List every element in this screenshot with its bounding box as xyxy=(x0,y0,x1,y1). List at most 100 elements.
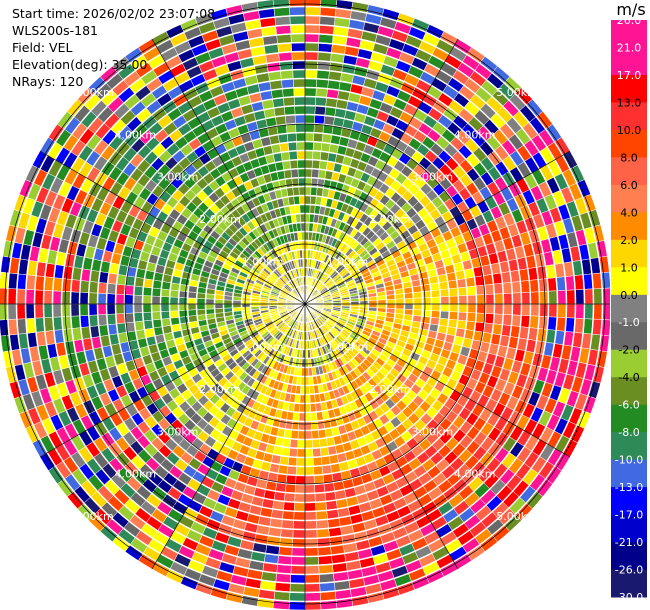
velocity-bin xyxy=(62,316,72,330)
colorbar: 26.0 21.0 17.0 13.0 10.0 8.0 6.0 4.0 2.0 1.0 0.0 -1… xyxy=(611,18,647,604)
velocity-bin xyxy=(27,332,38,348)
velocity-bin xyxy=(490,262,501,275)
velocity-bin xyxy=(178,297,188,305)
velocity-bin xyxy=(304,204,311,214)
velocity-bin xyxy=(246,83,261,95)
velocity-bin xyxy=(244,521,259,534)
velocity-bin xyxy=(250,551,266,563)
velocity-bin xyxy=(326,88,340,99)
velocity-bin xyxy=(334,589,352,600)
velocity-bin xyxy=(115,293,125,305)
velocity-bin xyxy=(334,17,351,28)
velocity-bin xyxy=(312,141,323,152)
colorbar-tick-label: -13.0 xyxy=(615,481,643,494)
velocity-bin xyxy=(284,115,296,125)
range-ring-label: 2.00km xyxy=(199,383,241,396)
range-ring-label: 2.00km xyxy=(369,213,411,226)
velocity-bin xyxy=(259,507,273,518)
velocity-bin xyxy=(350,300,360,305)
velocity-bin xyxy=(413,309,423,317)
velocity-bin xyxy=(258,8,276,19)
velocity-bin xyxy=(98,271,109,284)
velocity-bin xyxy=(169,296,179,305)
velocity-bin xyxy=(439,281,449,291)
velocity-bin xyxy=(575,289,585,305)
velocity-bin xyxy=(283,169,292,179)
velocity-bin xyxy=(244,19,262,31)
range-ring-label: 1.00km xyxy=(242,256,284,269)
velocity-bin xyxy=(124,303,134,314)
velocity-bin xyxy=(289,592,306,602)
velocity-bin xyxy=(295,123,306,133)
velocity-bin xyxy=(107,323,118,336)
velocity-bin xyxy=(142,295,152,305)
velocity-bin xyxy=(304,565,320,575)
velocity-bin xyxy=(272,152,283,163)
scan-info: Start time: 2026/02/02 23:07:08 WLS200s-… xyxy=(12,5,215,90)
velocity-bin xyxy=(252,54,268,66)
velocity-bin xyxy=(304,141,314,151)
velocity-bin xyxy=(291,547,306,557)
velocity-bin xyxy=(20,347,32,365)
velocity-bin xyxy=(52,290,62,305)
velocity-bin xyxy=(135,329,146,340)
velocity-bin xyxy=(35,275,45,291)
velocity-bin xyxy=(82,256,93,271)
velocity-bin xyxy=(280,151,291,162)
velocity-bin xyxy=(304,493,316,503)
velocity-bin xyxy=(386,303,396,309)
velocity-bin xyxy=(467,303,477,314)
velocity-bin xyxy=(593,288,603,305)
velocity-bin xyxy=(422,297,432,305)
velocity-bin xyxy=(574,274,584,291)
velocity-bin xyxy=(481,264,492,276)
velocity-bin xyxy=(584,288,594,305)
velocity-bin xyxy=(304,367,310,377)
velocity-bin xyxy=(326,509,340,520)
velocity-bin xyxy=(25,303,35,319)
velocity-bin xyxy=(313,474,325,485)
velocity-bin xyxy=(125,321,136,333)
velocity-bin xyxy=(304,168,313,178)
velocity-bin xyxy=(255,118,268,130)
velocity-bin xyxy=(285,178,293,188)
velocity-bin xyxy=(292,186,300,196)
velocity-bin xyxy=(335,99,349,110)
velocity-bin xyxy=(205,303,215,310)
velocity-bin xyxy=(485,303,495,315)
velocity-bin xyxy=(332,562,348,573)
velocity-bin xyxy=(344,487,357,498)
velocity-bin xyxy=(196,298,206,305)
velocity-bin xyxy=(572,260,583,276)
velocity-bin xyxy=(467,294,477,305)
velocity-bin xyxy=(270,509,284,520)
velocity-bin xyxy=(0,255,11,274)
velocity-bin xyxy=(319,582,336,592)
colorbar-tick-label: 6.0 xyxy=(620,179,638,192)
velocity-bin xyxy=(296,448,306,458)
velocity-bin xyxy=(316,519,329,529)
velocity-bin xyxy=(54,264,65,279)
velocity-bin xyxy=(310,177,319,187)
velocity-bin xyxy=(27,260,38,276)
velocity-bin xyxy=(308,376,314,386)
velocity-bin xyxy=(304,87,317,97)
velocity-bin xyxy=(18,258,29,275)
velocity-bin xyxy=(248,92,263,104)
velocity-bin xyxy=(73,255,85,269)
colorbar-tick-label: -1.0 xyxy=(618,316,639,329)
velocity-bin xyxy=(322,124,334,135)
velocity-bin xyxy=(7,303,17,320)
velocity-bin xyxy=(151,287,162,297)
velocity-bin xyxy=(279,142,290,153)
start-time-text: Start time: 2026/02/02 23:07:08 xyxy=(12,6,216,21)
velocity-bin xyxy=(294,204,301,214)
velocity-bin xyxy=(304,132,315,142)
velocity-bin xyxy=(299,195,306,205)
colorbar-tick-label: 4.0 xyxy=(620,206,638,219)
velocity-bin xyxy=(430,282,440,291)
velocity-bin xyxy=(34,289,44,305)
velocity-bin xyxy=(503,303,513,316)
velocity-bin xyxy=(510,269,521,283)
velocity-bin xyxy=(440,288,450,298)
